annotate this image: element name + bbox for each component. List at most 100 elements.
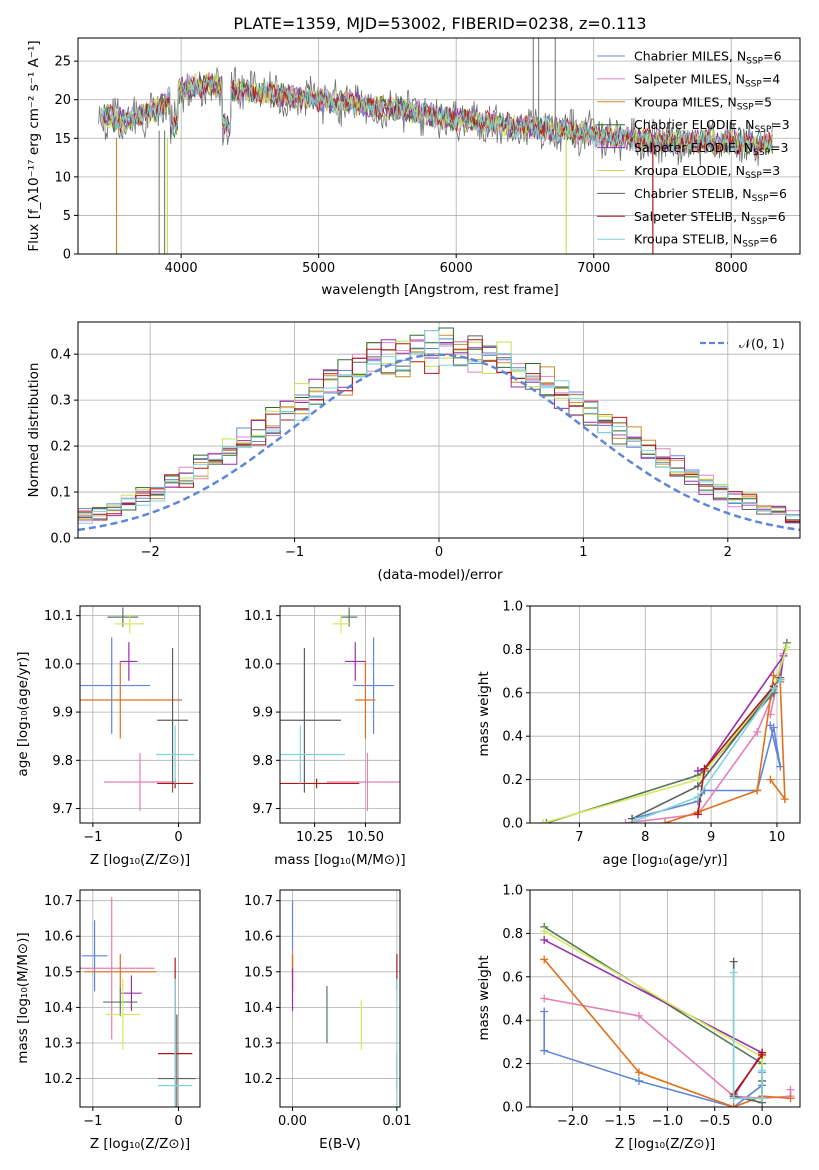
normal-legend-label: 𝒩(0, 1): [739, 336, 785, 351]
mass-weight-marker: [776, 675, 785, 684]
y-tick-label: 10.5: [244, 965, 273, 980]
mass-weight-line: [732, 961, 763, 1104]
spectrum-panel: PLATE=1359, MJD=53002, FIBERID=0238, z=0…: [26, 14, 801, 298]
age-mass-frame: [279, 605, 401, 824]
spectrum-ylabel: Flux [f_λ10⁻¹⁷ erg cm⁻² s⁻¹ A⁻¹]: [26, 40, 42, 251]
mass-ebv-xlabel: E(B-V): [319, 1136, 361, 1152]
mass-weight-marker: [786, 1085, 795, 1094]
mass-weight-marker: [769, 671, 778, 680]
mass-weight-marker: [540, 994, 549, 1003]
y-tick-label: 9.9: [252, 706, 273, 721]
y-tick-label: 9.8: [252, 754, 273, 769]
y-tick-label: 9.7: [52, 802, 73, 817]
spectrum-frame: [77, 37, 801, 255]
mass-weight-marker: [758, 1066, 767, 1075]
mass-vs-metallicity-panel: −1 0 10.2 10.3 10.4 10.5 10.6 10.7 Z [log₁₀(Z/Z…: [15, 889, 201, 1152]
spectrum-series-line: [100, 72, 773, 154]
mass-weight-marker: [661, 819, 669, 823]
y-tick-label: 10.4: [244, 1001, 273, 1016]
y-tick-label: 0.2: [502, 1057, 523, 1072]
x-tick-label: 7: [575, 830, 583, 845]
mass-weight-marker: [540, 935, 549, 944]
y-tick-label: 0.4: [50, 348, 71, 363]
y-tick-label: 10.5: [44, 965, 73, 980]
y-tick-label: 0: [63, 248, 71, 263]
x-tick-label: 0: [435, 545, 443, 560]
mass-weight-marker: [693, 810, 702, 819]
y-tick-label: 0.0: [502, 817, 523, 832]
x-tick-label: 1: [579, 545, 587, 560]
residuals-ylabel: Normed distribution: [26, 363, 42, 498]
mass-weight-age-panel: 7 8 9 10 0.0 0.2 0.4 0.6 0.8 1.0 age [log₁₀(age/y…: [476, 600, 801, 868]
y-tick-label: 10.3: [244, 1036, 273, 1051]
y-tick-label: 10.6: [44, 930, 73, 945]
y-tick-label: 0.6: [502, 686, 523, 701]
mass-weight-line: [631, 677, 781, 820]
y-tick-label: 20: [54, 93, 71, 108]
spectrum-series-line: [100, 76, 773, 155]
mass-weight-marker: [634, 1011, 643, 1020]
y-tick-label: 0.4: [502, 1014, 523, 1029]
age-vs-metallicity-panel: −1 0 9.7 9.8 9.9 10.0 10.1 Z [log₁₀(Z/Z⊙)] age…: [15, 605, 201, 868]
spectrum-legend-label: Chabrier MILES, NSSP=6: [634, 49, 782, 67]
mass-weight-line: [543, 926, 763, 1100]
mass-weight-line: [631, 725, 781, 820]
y-tick-label: 9.7: [252, 802, 273, 817]
figure-title: PLATE=1359, MJD=53002, FIBERID=0238, z=0…: [233, 14, 646, 33]
mass-weight-marker: [693, 792, 702, 801]
mass-ebv-frame: [279, 889, 401, 1108]
y-tick-label: 10.7: [44, 894, 73, 909]
mass-weight-marker: [729, 1103, 738, 1107]
y-tick-label: 5: [63, 209, 71, 224]
age-z-xlabel: Z [log₁₀(Z/Z⊙)]: [90, 852, 190, 868]
x-tick-label: 0: [174, 830, 182, 845]
mass-weight-marker: [766, 721, 775, 730]
y-tick-label: 10: [54, 170, 71, 185]
x-tick-label: 10: [769, 830, 786, 845]
mass-weight-marker: [758, 1048, 767, 1057]
spectrum-legend-label: Chabrier ELODIE, NSSP=3: [634, 117, 790, 135]
x-tick-label: 8: [641, 830, 649, 845]
x-tick-label: −1: [285, 545, 304, 560]
mass-weight-marker: [540, 955, 549, 964]
mass-weight-line: [542, 646, 788, 823]
y-tick-label: 10.2: [244, 1072, 273, 1087]
mass-z-ylabel: mass [log₁₀(M/M⊙)]: [15, 932, 31, 1063]
x-tick-label: 8000: [715, 261, 748, 276]
weight-z-frame: [529, 889, 801, 1108]
mass-weight-line: [543, 958, 791, 1107]
spectrum-legend-label: Salpeter MILES, NSSP=4: [634, 71, 780, 89]
x-tick-label: 0.00: [278, 1114, 307, 1129]
mass-weight-marker: [693, 782, 702, 791]
y-tick-label: 1.0: [502, 600, 523, 615]
weight-age-ylabel: mass weight: [476, 671, 492, 756]
x-tick-label: 9: [707, 830, 715, 845]
x-tick-label: −2.0: [557, 1114, 589, 1129]
y-tick-label: 10.0: [244, 657, 273, 672]
mass-weight-marker: [700, 764, 709, 773]
weight-age-xlabel: age [log₁₀(age/yr)]: [602, 852, 727, 868]
mass-weight-z-panel: −2.0 −1.5 −1.0 −0.5 0.0 0.0 0.2 0.4 0.6 0.8 1.0 Z …: [476, 884, 801, 1152]
age-vs-mass-panel: 10.25 10.50 9.7 9.8 9.9 10.0 10.1 mass [log₁₀(…: [244, 605, 406, 868]
normal-reference-curve: [78, 353, 800, 532]
mass-weight-line: [732, 972, 763, 1100]
y-tick-label: 0.2: [50, 440, 71, 455]
y-tick-label: 0.8: [502, 927, 523, 942]
age-z-ylabel: age [log₁₀(age/yr)]: [15, 651, 31, 776]
residuals-legend: 𝒩(0, 1): [700, 336, 785, 351]
y-tick-label: 10.7: [244, 894, 273, 909]
x-tick-label: 6000: [440, 261, 473, 276]
y-tick-label: 1.0: [502, 884, 523, 899]
mass-weight-marker: [693, 766, 702, 775]
x-tick-label: 10.50: [347, 830, 384, 845]
mass-weight-marker: [729, 968, 738, 977]
y-tick-label: 9.8: [52, 754, 73, 769]
mass-weight-marker: [729, 957, 738, 966]
y-tick-label: 0.4: [502, 730, 523, 745]
age-mass-xlabel: mass [log₁₀(M/M⊙)]: [274, 852, 405, 868]
x-tick-label: 0.0: [752, 1114, 773, 1129]
residuals-xlabel: (data-model)/error: [377, 567, 503, 583]
y-tick-label: 0.6: [502, 970, 523, 985]
mass-weight-marker: [634, 1068, 643, 1077]
x-tick-label: 7000: [577, 261, 610, 276]
